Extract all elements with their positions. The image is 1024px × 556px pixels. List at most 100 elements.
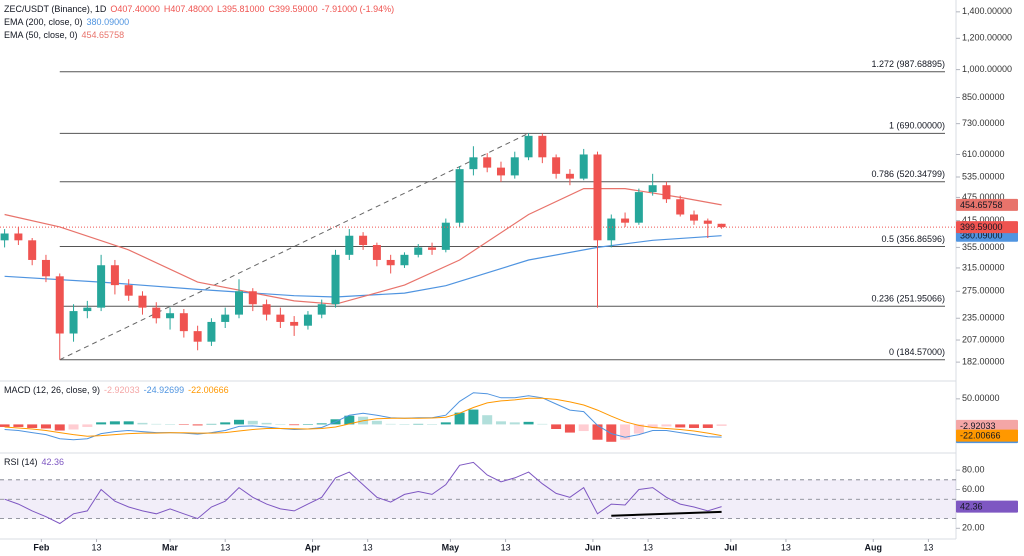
candle-body bbox=[317, 304, 326, 315]
candle-body bbox=[303, 314, 312, 326]
indicator-name: EMA (200, close, 0) bbox=[4, 17, 83, 27]
fib-level-label: 0.5 (356.86596) bbox=[881, 234, 945, 244]
y-tick-label: 50.00000 bbox=[962, 393, 1000, 403]
candle-body bbox=[607, 218, 616, 241]
candle-body bbox=[634, 192, 643, 223]
macd-legend: MACD (12, 26, close, 9) -2.92033 -24.92699… bbox=[4, 385, 229, 395]
y-tick-label: 475.00000 bbox=[962, 192, 1005, 202]
candle-body bbox=[276, 314, 285, 322]
indicator-value: 380.09000 bbox=[87, 17, 130, 27]
macd-histogram-bar bbox=[399, 424, 410, 425]
candle-body bbox=[179, 313, 188, 332]
macd-histogram-bar bbox=[523, 421, 534, 425]
macd-histogram-bar bbox=[275, 424, 286, 425]
indicator-legend: EMA (200, close, 0) 380.09000 bbox=[4, 17, 129, 27]
macd-histogram-bar bbox=[151, 423, 162, 425]
candle-body bbox=[262, 304, 271, 315]
price-badge bbox=[956, 221, 1018, 234]
candle-body bbox=[41, 259, 50, 277]
candle-body bbox=[579, 154, 588, 179]
candle-body bbox=[414, 247, 423, 255]
candle-body bbox=[469, 157, 478, 170]
candle-body bbox=[207, 321, 216, 342]
y-tick-label: 235.00000 bbox=[962, 313, 1005, 323]
macd-histogram-bar bbox=[413, 423, 424, 425]
candle-body bbox=[621, 218, 630, 223]
macd-histogram-bar bbox=[716, 424, 727, 426]
ohlc-value: H407.48000 bbox=[164, 4, 213, 14]
candle-body bbox=[290, 321, 299, 326]
x-tick-label: May bbox=[442, 542, 460, 552]
candle-body bbox=[455, 169, 464, 223]
candle-body bbox=[428, 247, 437, 250]
indicator-name: EMA (50, close, 0) bbox=[4, 30, 78, 40]
price-badge bbox=[956, 419, 1018, 432]
rsi-line bbox=[4, 461, 722, 525]
candle-body bbox=[593, 154, 602, 241]
macd-histogram-bar bbox=[371, 420, 382, 425]
candle-body bbox=[372, 245, 381, 260]
macd-histogram-bar bbox=[206, 423, 217, 425]
macd-histogram-bar bbox=[661, 424, 672, 427]
candle-body bbox=[345, 235, 354, 255]
macd-histogram-bar bbox=[454, 412, 465, 425]
macd-histogram-bar bbox=[123, 421, 134, 425]
price-badge-label: 399.59000 bbox=[960, 222, 1003, 232]
macd-histogram-bar bbox=[427, 424, 438, 425]
x-tick-label: 13 bbox=[781, 542, 791, 552]
y-tick-label: 182.00000 bbox=[962, 356, 1005, 366]
x-tick-label: Feb bbox=[33, 542, 50, 552]
candle-body bbox=[400, 254, 409, 266]
macd-histogram-bar bbox=[551, 424, 562, 429]
candle-body bbox=[69, 311, 78, 334]
symbol-title: ZEC/USDT (Binance), 1D bbox=[4, 4, 107, 14]
candle-body bbox=[717, 223, 726, 228]
y-tick-label: 535.00000 bbox=[962, 171, 1005, 181]
candle-body bbox=[235, 291, 243, 315]
x-tick-label: Jun bbox=[585, 542, 601, 552]
candle-body bbox=[0, 233, 9, 241]
x-tick-label: Aug bbox=[865, 542, 883, 552]
chart-header: ZEC/USDT (Binance), 1D O407.40000 H407.480… bbox=[4, 4, 394, 14]
macd-histogram-bar bbox=[675, 424, 686, 428]
indicator-value: -2.92033 bbox=[104, 385, 140, 395]
ema-line bbox=[4, 235, 722, 298]
indicator-value: -24.92699 bbox=[144, 385, 185, 395]
indicator-value: -22.00666 bbox=[188, 385, 229, 395]
macd-histogram-bar bbox=[537, 423, 548, 425]
price-badge-label: 380.09000 bbox=[960, 231, 1003, 241]
candle-body bbox=[552, 157, 561, 174]
candle-body bbox=[703, 220, 712, 224]
macd-histogram-bar bbox=[289, 424, 300, 426]
x-tick-label: 13 bbox=[363, 542, 373, 552]
macd-histogram-bar bbox=[302, 424, 313, 425]
indicator-legend: EMA (50, close, 0) 454.65758 bbox=[4, 30, 124, 40]
candle-body bbox=[496, 167, 505, 176]
candle-body bbox=[524, 135, 533, 158]
indicator-name: MACD (12, 26, close, 9) bbox=[4, 385, 100, 395]
x-tick-label: 13 bbox=[92, 542, 102, 552]
fib-level-label: 0.786 (520.34799) bbox=[871, 169, 945, 179]
y-tick-label: 610.00000 bbox=[962, 149, 1005, 159]
x-tick-label: 13 bbox=[643, 542, 653, 552]
macd-histogram-bar bbox=[261, 422, 272, 425]
macd-histogram-bar bbox=[13, 424, 24, 427]
candle-body bbox=[193, 331, 202, 342]
indicator-name: RSI (14) bbox=[4, 457, 38, 467]
macd-histogram-bar bbox=[165, 424, 176, 425]
y-tick-label: 80.00 bbox=[962, 465, 985, 475]
price-badge-label: -2.92033 bbox=[960, 421, 996, 431]
macd-histogram-bar bbox=[220, 422, 231, 425]
candle-body bbox=[510, 157, 519, 176]
rsi-trend-line bbox=[611, 510, 722, 517]
candle-body bbox=[166, 313, 175, 319]
y-tick-label: 207.00000 bbox=[962, 334, 1005, 344]
macd-histogram-bar bbox=[27, 424, 38, 428]
candle-body bbox=[441, 222, 450, 250]
candle-body bbox=[221, 314, 230, 322]
macd-line bbox=[4, 392, 722, 441]
price-badge bbox=[956, 429, 1018, 442]
macd-histogram-bar bbox=[247, 420, 258, 425]
y-tick-label: 355.00000 bbox=[962, 242, 1005, 252]
